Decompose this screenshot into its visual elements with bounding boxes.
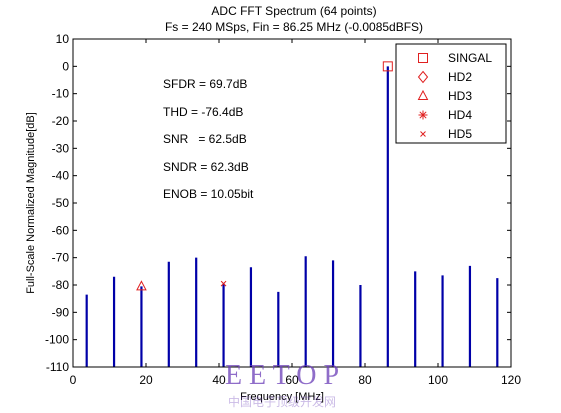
watermark-logo: E E T O P (225, 360, 339, 391)
legend-symbol-hd3 (417, 89, 429, 100)
x-tick-label: 80 (358, 373, 372, 387)
legend-label-singal: SINGAL (448, 51, 492, 65)
y-tick-label: 0 (62, 59, 69, 73)
y-tick-label: -30 (52, 141, 70, 155)
annotation-sfdr: SFDR = 69.7dB (163, 77, 247, 91)
marker-hd5 (220, 280, 227, 287)
x-tick-label: 120 (501, 373, 521, 387)
y-tick-label: -60 (52, 223, 70, 237)
y-tick-label: -20 (52, 114, 70, 128)
marker-hd3 (136, 280, 147, 291)
y-tick-label: -10 (52, 87, 70, 101)
x-tick-label: 0 (70, 373, 77, 387)
y-axis-label: Full-Scale Normalized Magnitude[dB] (25, 112, 37, 294)
legend-label-hd3: HD3 (448, 89, 472, 103)
y-tick-label: -50 (52, 196, 70, 210)
legend-symbol-hd4 (418, 110, 428, 120)
legend: SINGAL HD2 HD3 HD4 HD5 (395, 43, 507, 144)
x-tick-label: 20 (139, 373, 153, 387)
y-tick-label: -40 (52, 169, 70, 183)
legend-symbol-singal (418, 53, 428, 63)
marker-singal (382, 61, 393, 72)
x-axis-label: Frequency [MHz] (240, 391, 324, 403)
y-tick-label: 10 (56, 32, 70, 46)
y-tick-label: -80 (52, 278, 70, 292)
annotation-enob: ENOB = 10.05bit (163, 187, 254, 201)
y-tick-label: -70 (52, 251, 70, 265)
x-axis-ticks: 0 20 40 60 80 100 120 (70, 39, 521, 387)
x-tick-label: 100 (428, 373, 448, 387)
annotation-thd: THD = -76.4dB (163, 105, 243, 119)
chart-subtitle: Fs = 240 MSps, Fin = 86.25 MHz (-0.0085d… (165, 20, 423, 34)
legend-symbol-hd2 (417, 70, 429, 84)
legend-symbol-hd5 (420, 131, 426, 137)
legend-label-hd5: HD5 (448, 127, 472, 141)
spectrum-bars (85, 66, 499, 367)
chart-title: ADC FFT Spectrum (64 points) (211, 4, 376, 18)
harmonic-markers (136, 61, 393, 291)
y-tick-label: -100 (45, 333, 69, 347)
x-tick-label: 40 (212, 373, 226, 387)
annotation-sndr: SNDR = 62.3dB (163, 160, 249, 174)
y-tick-label: -90 (52, 305, 70, 319)
legend-box (395, 43, 507, 144)
y-axis-ticks: 10 0 -10 -20 -30 -40 -50 -60 -70 -80 -90 -100 -110 (45, 32, 511, 374)
annotation-snr: SNR = 62.5dB (163, 132, 247, 146)
legend-label-hd4: HD4 (448, 108, 472, 122)
legend-label-hd2: HD2 (448, 70, 472, 84)
y-tick-label: -110 (46, 360, 69, 374)
watermark-subtext: 中国电子顶级开发网 (228, 394, 336, 409)
annotations: SFDR = 69.7dB THD = -76.4dB SNR = 62.5dB… (163, 77, 254, 201)
x-tick-label: 60 (285, 373, 299, 387)
